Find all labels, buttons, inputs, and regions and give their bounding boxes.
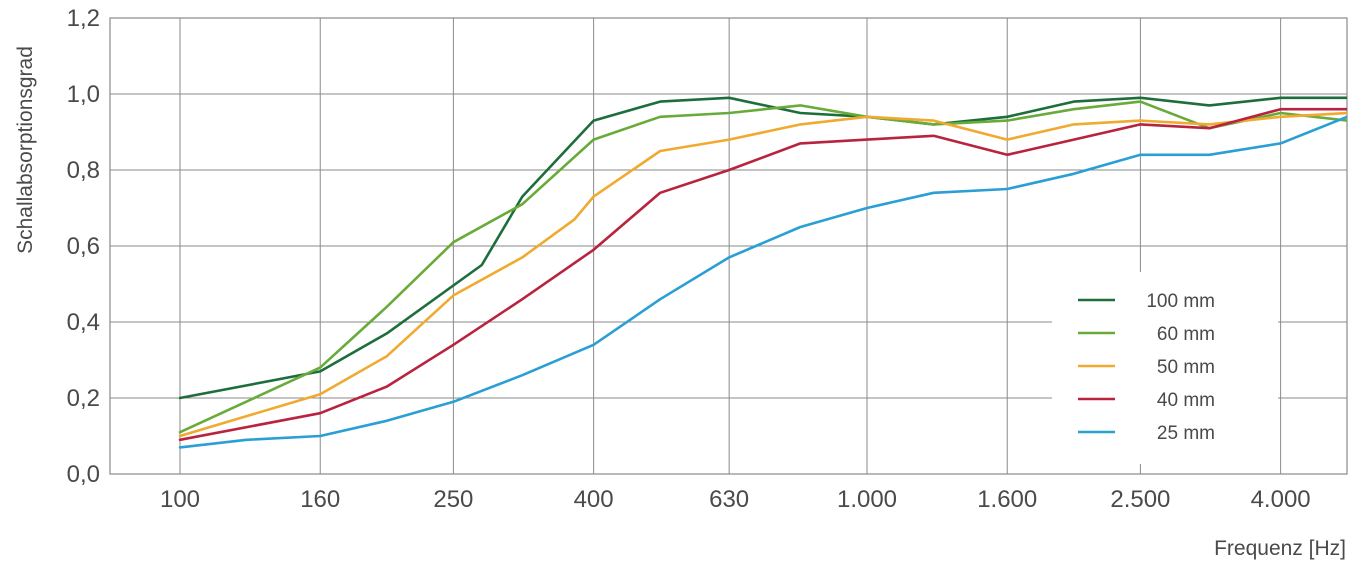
grid (109, 17, 1348, 475)
x-axis-ticks: 100 160 250 400 630 1.000 1.600 2.500 4.000 (160, 486, 1311, 513)
x-tick-label: 4.000 (1251, 486, 1311, 513)
legend-label: 50 mm (1157, 357, 1215, 378)
y-tick-label: 0,6 (67, 233, 100, 260)
y-axis-ticks: 0,0 0,2 0,4 0,6 0,8 1,0 1,2 (67, 5, 100, 488)
series-line-60mm (178, 100, 1347, 434)
series-line-40mm (178, 107, 1347, 442)
legend-label: 100 mm (1146, 291, 1215, 312)
y-tick-label: 0,0 (67, 461, 100, 488)
legend: 100 mm 60 mm 50 mm 40 mm 25 mm (1052, 272, 1278, 464)
x-tick-label: 1.000 (837, 486, 897, 513)
y-tick-label: 0,4 (67, 309, 100, 336)
series-lines (178, 96, 1347, 449)
y-tick-label: 1,0 (67, 81, 100, 108)
y-tick-label: 0,8 (67, 157, 100, 184)
x-axis-title: Frequenz [Hz] (1214, 537, 1346, 560)
x-tick-label: 630 (709, 486, 749, 513)
y-tick-label: 0,2 (67, 385, 100, 412)
series-line-50mm (178, 111, 1347, 438)
x-tick-label: 100 (160, 486, 200, 513)
y-tick-label: 1,2 (67, 5, 100, 32)
y-axis-title: Schallabsorptionsgrad (14, 46, 37, 254)
x-tick-label: 160 (300, 486, 340, 513)
series-line-100mm (178, 96, 1347, 400)
x-tick-label: 1.600 (977, 486, 1037, 513)
legend-label: 25 mm (1157, 423, 1215, 444)
series-line-25mm (178, 115, 1347, 449)
legend-label: 60 mm (1157, 324, 1215, 345)
x-tick-label: 400 (574, 486, 614, 513)
x-tick-label: 250 (433, 486, 473, 513)
legend-label: 40 mm (1157, 390, 1215, 411)
x-tick-label: 2.500 (1110, 486, 1170, 513)
